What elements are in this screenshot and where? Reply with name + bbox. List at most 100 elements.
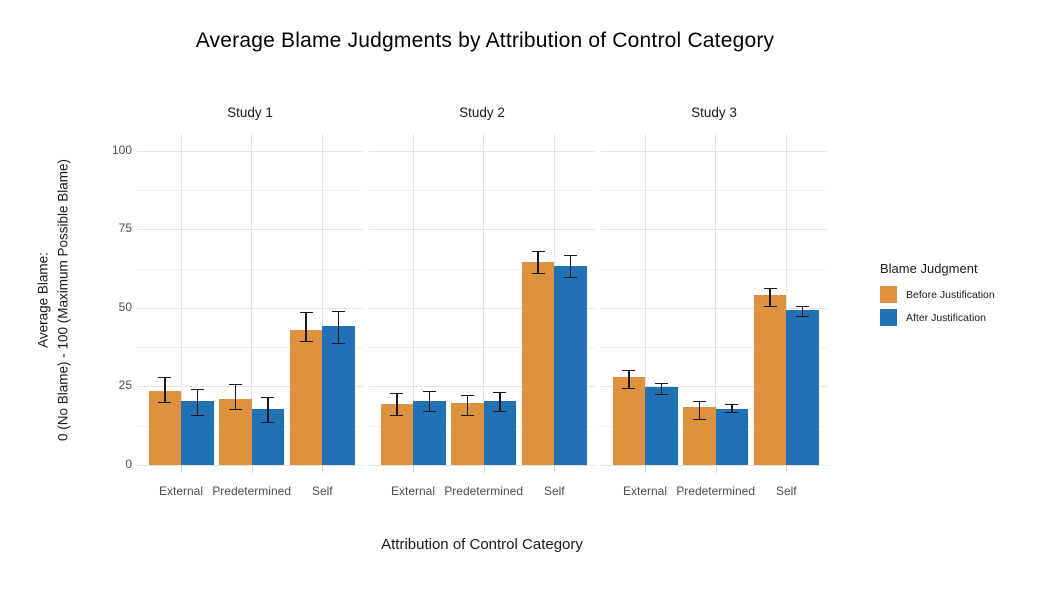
error-bar <box>763 288 777 307</box>
gridline-vertical <box>251 134 253 465</box>
gridline-vertical <box>180 134 182 465</box>
error-bar <box>725 404 739 414</box>
y-tick-label: 50 <box>118 299 132 314</box>
y-tick-label: 25 <box>118 378 132 393</box>
x-tick-label: External <box>622 484 668 498</box>
bar-after-justification <box>554 266 587 465</box>
x-axis-tick <box>554 465 556 473</box>
x-tick-label: Predetermined <box>212 484 291 498</box>
bar-after-justification <box>645 387 678 465</box>
gridline-major <box>601 465 827 466</box>
legend-item-before-justification: Before Justification <box>880 286 1045 303</box>
gridline-vertical <box>321 134 323 465</box>
error-bar <box>692 401 706 421</box>
x-tick-label: Self <box>775 484 797 498</box>
gridline-vertical <box>644 134 646 465</box>
error-bar <box>622 370 636 389</box>
gridline-minor <box>137 347 363 349</box>
legend-item-label: Before Justification <box>906 288 995 301</box>
error-bar <box>332 310 346 344</box>
plot-panels <box>137 134 827 466</box>
gridline-minor <box>601 189 827 191</box>
gridline-major <box>137 386 363 388</box>
blue-swatch-icon <box>880 309 897 326</box>
bar-before-justification <box>148 391 181 465</box>
error-bar <box>190 388 204 416</box>
gridline-major <box>369 465 595 466</box>
y-axis-title-line2: 0 (No Blame) - 100 (Maximum Possible Bla… <box>55 158 70 442</box>
bar-after-justification <box>322 326 355 465</box>
legend-item-after-justification: After Justification <box>880 309 1045 326</box>
x-tick-label: Predetermined <box>444 484 523 498</box>
error-bar <box>261 397 275 424</box>
gridline-minor <box>369 347 595 349</box>
gridline-major <box>137 150 363 152</box>
orange-swatch-icon <box>880 286 897 303</box>
bar-after-justification <box>786 310 819 465</box>
legend-item-label: After Justification <box>906 311 986 324</box>
gridline-major <box>369 150 595 152</box>
x-axis-tick <box>715 465 717 473</box>
gridline-major <box>601 229 827 231</box>
chart-title: Average Blame Judgments by Attribution o… <box>195 29 775 52</box>
y-tick-label: 0 <box>125 457 132 471</box>
x-axis-tick <box>251 465 253 473</box>
y-axis-title-line1: Average Blame: <box>35 252 51 348</box>
gridline-major <box>137 229 363 231</box>
facet-strip-label: Study 2 <box>459 105 505 120</box>
x-axis-tick <box>181 465 182 473</box>
x-tick-label: Predetermined <box>676 484 755 498</box>
gridline-vertical <box>412 134 414 465</box>
gridline-minor <box>369 189 595 191</box>
x-axis-tick <box>322 465 324 473</box>
x-axis-title: Attribution of Control Category <box>381 536 583 553</box>
gridline-major <box>601 150 827 152</box>
gridline-major <box>137 465 363 466</box>
facet-panel <box>601 134 827 466</box>
facet-strip-label: Study 3 <box>691 105 737 120</box>
y-tick-label: 100 <box>111 142 132 157</box>
error-bar <box>531 250 545 275</box>
gridline-minor <box>137 189 363 191</box>
facet-panel <box>369 134 595 466</box>
y-axis-title: Average Blame: 0 (No Blame) - 100 (Maxim… <box>33 159 72 441</box>
gridline-major <box>601 307 827 309</box>
x-tick-label: Self <box>311 484 333 498</box>
gridline-major <box>601 386 827 388</box>
x-axis-tick <box>483 465 485 473</box>
gridline-major <box>369 229 595 231</box>
error-bar <box>390 393 404 416</box>
legend: Blame Judgment Before Justification Afte… <box>880 261 1045 332</box>
error-bar <box>460 394 474 416</box>
gridline-major <box>137 307 363 309</box>
x-axis-tick <box>413 465 414 473</box>
error-bar <box>422 390 436 412</box>
bar-before-justification <box>753 294 787 465</box>
x-axis-tick <box>786 465 788 473</box>
error-bar <box>796 305 810 317</box>
gridline-major <box>369 386 595 388</box>
bar-after-justification <box>715 408 749 465</box>
bar-before-justification <box>289 329 323 465</box>
gridline-minor <box>369 268 595 270</box>
x-tick-label: External <box>390 484 436 498</box>
x-tick-label: External <box>158 484 204 498</box>
y-tick-label: 75 <box>118 221 132 236</box>
error-bar <box>228 383 242 411</box>
gridline-minor <box>137 268 363 270</box>
facet-panel <box>137 134 363 466</box>
error-bar <box>654 382 668 395</box>
legend-title: Blame Judgment <box>880 261 978 276</box>
error-bar <box>299 312 313 343</box>
facet-strip-label: Study 1 <box>227 105 273 120</box>
gridline-vertical <box>715 134 717 465</box>
bar-before-justification <box>612 376 645 465</box>
error-bar <box>564 254 578 279</box>
x-tick-label: Self <box>543 484 565 498</box>
gridline-vertical <box>483 134 485 465</box>
gridline-vertical <box>785 134 787 465</box>
bar-before-justification <box>521 262 555 465</box>
gridline-minor <box>601 268 827 270</box>
error-bar <box>493 392 507 412</box>
